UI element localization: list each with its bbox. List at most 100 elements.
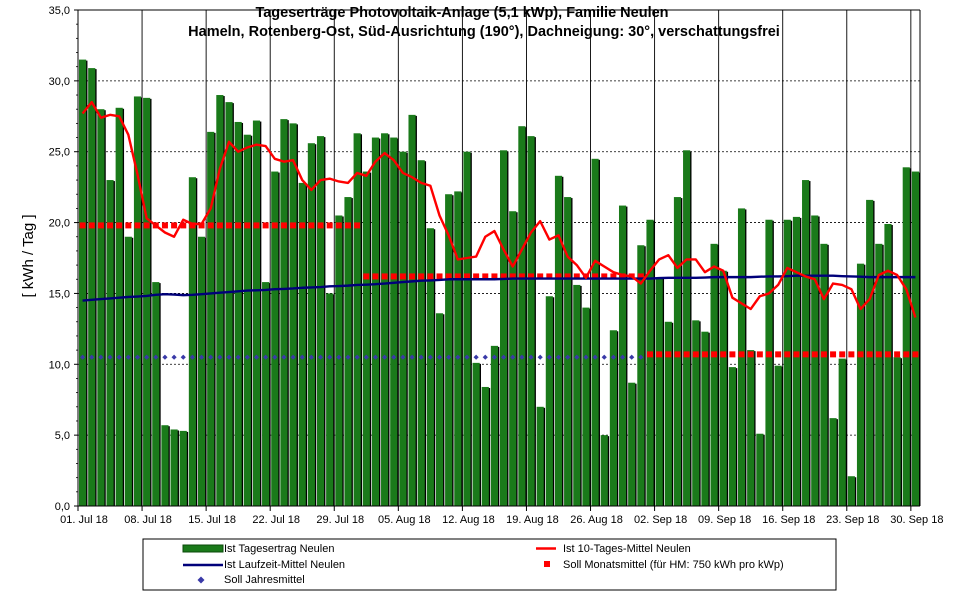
bar <box>408 114 416 507</box>
soll-monat-marker <box>592 273 599 280</box>
soll-monat-marker <box>271 222 278 229</box>
bar <box>362 171 370 506</box>
bar <box>143 97 151 506</box>
bar <box>445 194 453 506</box>
bar <box>472 362 480 506</box>
soll-monat-marker <box>463 273 470 280</box>
soll-monat-marker <box>436 273 443 280</box>
bar <box>765 219 773 507</box>
soll-jahr-marker <box>464 354 470 360</box>
legend-label-10-tages: Ist 10-Tages-Mittel Neulen <box>563 543 691 555</box>
soll-monat-marker <box>280 222 287 229</box>
soll-monat-marker <box>619 273 626 280</box>
soll-jahr-marker <box>198 354 205 360</box>
soll-monat-marker <box>418 273 425 280</box>
soll-jahr-marker <box>638 354 644 360</box>
soll-monat-marker <box>756 351 763 358</box>
soll-monat-marker <box>198 222 205 229</box>
x-tick-label: 08. Jul 18 <box>124 514 172 526</box>
soll-monat-marker <box>647 351 654 358</box>
soll-monat-marker <box>363 273 370 280</box>
soll-jahr-marker <box>125 354 131 360</box>
bar <box>335 215 343 506</box>
bar <box>152 282 160 506</box>
legend-box <box>142 538 837 591</box>
bar <box>911 171 919 506</box>
soll-monat-marker <box>802 351 809 358</box>
bar <box>664 321 672 506</box>
x-tick-label: 23. Sep 18 <box>826 514 879 526</box>
soll-jahr-marker <box>180 354 186 360</box>
soll-monat-marker <box>747 351 754 358</box>
legend-swatch-soll-monat <box>544 561 550 567</box>
bar <box>252 120 261 506</box>
soll-jahr-marker <box>510 354 516 360</box>
bar <box>97 109 105 506</box>
soll-jahr-marker <box>134 354 141 360</box>
bar <box>545 296 553 506</box>
soll-monat-marker <box>390 273 397 280</box>
soll-jahr-marker <box>253 354 260 360</box>
bar <box>381 133 389 506</box>
soll-jahr-marker <box>226 354 232 360</box>
legend-swatch-soll-jahr <box>197 576 205 584</box>
soll-jahr-marker <box>619 354 626 360</box>
soll-monat-marker <box>793 351 800 358</box>
bar <box>307 143 315 506</box>
soll-monat-marker <box>884 351 891 358</box>
bar <box>289 123 297 506</box>
soll-monat-marker <box>738 351 745 358</box>
chart-subtitle: Hameln, Rotenberg-Ost, Süd-Ausrichtung (… <box>188 24 780 40</box>
soll-monat-marker <box>326 222 333 229</box>
x-tick-label: 09. Sep 18 <box>698 514 751 526</box>
bar <box>527 136 535 506</box>
legend: Ist Tagesertrag Neulen Ist 10-Tages-Mitt… <box>142 538 837 591</box>
soll-monat-marker <box>537 273 544 280</box>
soll-jahr-marker <box>528 354 534 360</box>
bar <box>884 223 892 506</box>
soll-jahr-marker <box>235 354 241 360</box>
x-tick-label: 15. Jul 18 <box>188 514 236 526</box>
bar <box>637 245 645 506</box>
soll-monat-marker <box>683 351 690 358</box>
soll-monat-marker <box>875 351 882 358</box>
soll-jahr-marker <box>144 354 150 360</box>
soll-monat-marker <box>509 273 516 280</box>
soll-monat-marker <box>775 351 782 358</box>
bar <box>426 228 434 507</box>
soll-monat-marker <box>729 351 736 358</box>
soll-monat-marker <box>299 222 306 229</box>
soll-jahr-marker <box>555 354 562 360</box>
soll-monat-marker <box>409 273 416 280</box>
soll-jahr-marker <box>208 354 214 360</box>
soll-monat-marker <box>848 351 855 358</box>
soll-monat-marker <box>335 222 342 229</box>
bar <box>316 136 325 506</box>
bar <box>133 96 142 507</box>
bar <box>463 151 471 506</box>
soll-monat-marker <box>692 351 699 358</box>
bar <box>811 215 819 506</box>
bar <box>600 435 608 506</box>
y-tick-label: 0,0 <box>55 501 70 513</box>
soll-monat-marker <box>216 222 223 229</box>
marker-series <box>79 222 919 360</box>
bar <box>792 216 801 506</box>
soll-jahr-marker <box>473 354 479 360</box>
soll-monat-marker <box>125 222 132 229</box>
soll-monat-marker <box>116 222 123 229</box>
soll-jahr-marker <box>345 354 351 360</box>
bar <box>115 107 123 506</box>
bar <box>326 293 334 506</box>
bar <box>79 59 87 506</box>
x-tick-label: 29. Jul 18 <box>316 514 364 526</box>
bar <box>820 243 828 507</box>
y-axis-label: [ kWh / Tag ] <box>20 214 37 297</box>
legend-label-ist-tagesertrag: Ist Tagesertrag Neulen <box>224 543 334 555</box>
bar <box>655 277 663 506</box>
soll-jahr-marker <box>500 354 507 360</box>
line-laufzeit-mittel <box>82 274 916 302</box>
soll-monat-marker <box>518 273 525 280</box>
soll-monat-marker <box>482 273 489 280</box>
bar <box>490 345 498 506</box>
